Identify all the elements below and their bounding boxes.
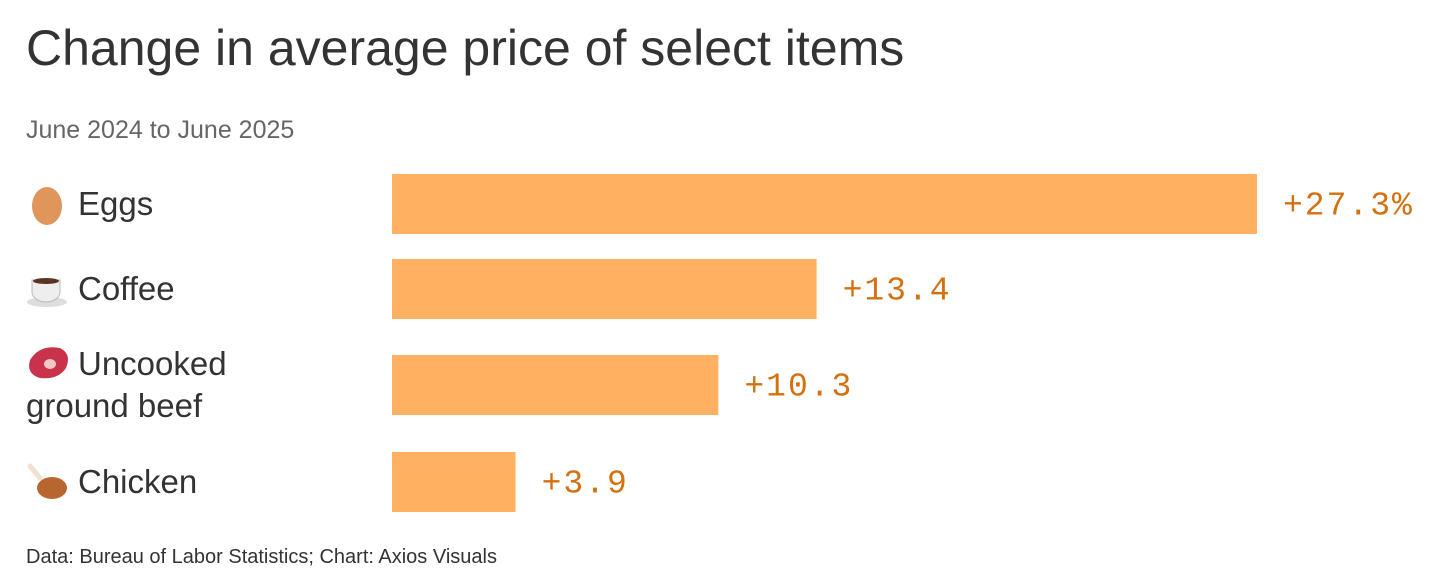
chart-subtitle: June 2024 to June 2025 <box>26 116 294 144</box>
coffee-icon <box>27 278 67 307</box>
category-label-text: Uncooked ground beef <box>26 345 227 424</box>
bar <box>392 259 817 319</box>
value-label: +27.3% <box>1283 188 1414 225</box>
category-label: Uncooked ground beef <box>26 345 227 424</box>
bar <box>392 452 516 512</box>
source-note: Data: Bureau of Labor Statistics; Chart:… <box>26 546 497 568</box>
category-label: Chicken <box>78 463 198 500</box>
category-label-text: Chicken <box>78 463 198 500</box>
bar <box>392 355 719 415</box>
bar <box>392 174 1257 234</box>
value-label: +13.4 <box>843 273 952 310</box>
value-label: +3.9 <box>542 466 629 503</box>
category-label: Coffee <box>78 270 175 307</box>
chart-title: Change in average price of select items <box>26 20 904 76</box>
chicken-icon <box>27 463 67 499</box>
egg-icon <box>32 187 62 225</box>
value-label: +10.3 <box>744 369 853 406</box>
category-label: Eggs <box>78 185 154 222</box>
category-label-text: Coffee <box>78 270 175 307</box>
category-label-text: Eggs <box>78 185 154 222</box>
steak-icon <box>29 347 68 379</box>
